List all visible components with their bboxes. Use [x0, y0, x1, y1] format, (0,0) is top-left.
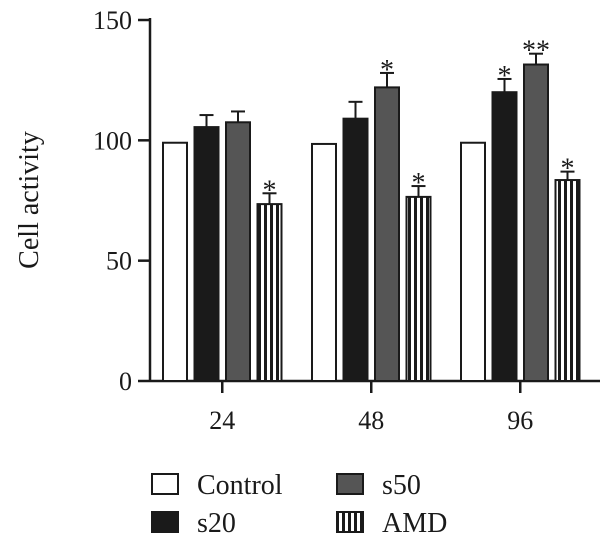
x-tick-label: 48 [358, 406, 384, 435]
legend-label: Control [197, 470, 283, 501]
legend-label: s50 [382, 470, 421, 501]
legend-swatch [151, 511, 179, 533]
bar [342, 117, 369, 382]
bar [460, 141, 486, 382]
bar [491, 91, 518, 382]
y-tick-label: 0 [119, 367, 132, 396]
bar [554, 179, 581, 382]
significance-mark: * [412, 168, 426, 199]
bar [256, 203, 283, 382]
y-tick-label: 150 [93, 6, 132, 35]
significance-mark: * [380, 55, 394, 86]
significance-mark: ** [522, 36, 550, 67]
bar [225, 121, 251, 383]
significance-mark: * [263, 175, 277, 206]
bar [311, 142, 337, 382]
y-tick-label: 100 [93, 126, 132, 155]
significance-mark: * [498, 61, 512, 92]
y-axis-title: Cell activity [14, 131, 45, 269]
legend-swatch [336, 511, 364, 533]
legend-label: AMD [382, 508, 447, 539]
bar [405, 195, 432, 382]
x-tick-label: 96 [507, 406, 533, 435]
legend-swatch [151, 473, 179, 495]
legend-label: s20 [197, 508, 236, 539]
y-axis: 0 50 100 150 [93, 6, 152, 396]
significance-mark: * [561, 154, 575, 185]
y-tick-label: 50 [106, 247, 132, 276]
x-tick-label: 24 [209, 406, 235, 435]
legend-swatch [336, 473, 364, 495]
bar [193, 126, 220, 382]
bar [162, 141, 188, 382]
x-axis: 24 48 96 [150, 379, 600, 435]
bar [523, 63, 549, 382]
legend: Control s20 s50 AMD [151, 470, 447, 539]
bar [374, 86, 400, 383]
bars: ******* [162, 36, 581, 383]
